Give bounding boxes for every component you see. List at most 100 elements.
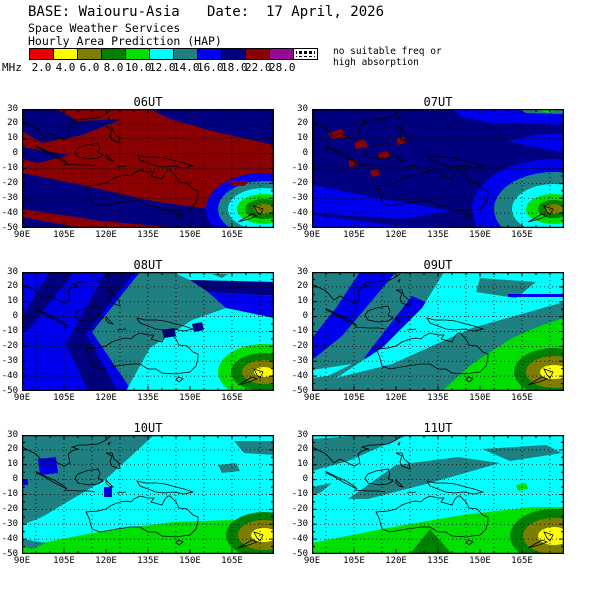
- x-axis-label: 90E: [303, 393, 321, 403]
- map-svg-11ut: [312, 435, 564, 554]
- x-axis-label: 120E: [95, 230, 117, 240]
- coastline: [426, 480, 485, 495]
- legend-cell-16.0: [197, 48, 222, 60]
- x-axis-label: 120E: [385, 393, 407, 403]
- map-svg-07ut: [312, 109, 564, 228]
- freq-contour-ring: [254, 204, 274, 214]
- x-axis-label: 150E: [469, 230, 491, 240]
- x-axis-label: 90E: [13, 230, 31, 240]
- coastline: [237, 539, 259, 549]
- freq-region: [22, 109, 122, 143]
- legend-color-bar: [29, 48, 318, 60]
- x-axis-label: 90E: [13, 393, 31, 403]
- coastline: [395, 153, 405, 162]
- legend-label-4.0: 4.0: [55, 61, 76, 74]
- coastline: [22, 435, 113, 467]
- legend-no-freq-line2: high absorption: [333, 57, 419, 68]
- x-axis-label: 150E: [179, 393, 201, 403]
- coastline: [375, 495, 489, 538]
- coastline: [175, 539, 184, 546]
- y-axis-label: 30: [7, 266, 18, 277]
- coastline: [105, 316, 115, 325]
- freq-region: [312, 507, 564, 554]
- y-axis-label: -30: [291, 355, 308, 366]
- coastline: [395, 452, 411, 470]
- y-axis-label: -20: [1, 177, 18, 188]
- coastline: [74, 305, 104, 323]
- freq-region: [312, 215, 492, 228]
- y-axis-label: 10: [7, 133, 18, 144]
- y-axis-label: 20: [297, 118, 308, 129]
- panel-title-06ut: 06UT: [133, 95, 163, 109]
- coastline: [465, 539, 474, 546]
- x-axis-label: 165E: [221, 393, 243, 403]
- legend-label-18.0: 18.0: [221, 61, 248, 74]
- coastline: [406, 328, 417, 331]
- coastline: [116, 165, 127, 168]
- map-frame: [22, 272, 274, 391]
- x-axis-label: 105E: [343, 556, 365, 566]
- legend-label-16.0: 16.0: [197, 61, 224, 74]
- y-axis-label: -20: [291, 503, 308, 514]
- y-axis-label: -50: [291, 222, 308, 233]
- x-axis-label: 165E: [511, 393, 533, 403]
- x-axis-label: 165E: [511, 556, 533, 566]
- x-axis-label: 120E: [95, 393, 117, 403]
- map-panel-10ut: 10UT 30 20 10 0 -10 -20 -30 -40 -50 90E 105E 120E 135…: [2, 421, 274, 566]
- coastline: [136, 154, 195, 169]
- map-frame: [22, 435, 274, 554]
- x-axis-label: 150E: [179, 556, 201, 566]
- y-axis-label: -50: [1, 548, 18, 559]
- legend-cell-4.0: [53, 48, 78, 60]
- coastline: [397, 441, 401, 446]
- coastline: [375, 332, 489, 375]
- y-axis-label: -10: [291, 489, 308, 499]
- y-axis-label: 10: [7, 296, 18, 307]
- panel-title-11ut: 11UT: [423, 421, 453, 435]
- coastline: [116, 328, 127, 331]
- legend-frequency-labels: 2.0 4.0 6.0 8.0 10.0 12.0 14.0 16.0 18.0 22.0 28.0: [30, 61, 296, 74]
- y-axis-label: 10: [297, 459, 308, 470]
- map-svg-06ut: [22, 109, 274, 228]
- coastline: [116, 491, 127, 494]
- y-axis-label: 20: [7, 444, 18, 455]
- panel-title-08ut: 08UT: [133, 258, 163, 272]
- panel-title-07ut: 07UT: [423, 95, 453, 109]
- coastline: [105, 452, 121, 470]
- map-panel-07ut: 07UT 30 20 10 0 -10 -20 -30 -40 -50 90E 105E 120E 135…: [292, 95, 564, 240]
- x-axis-label: 135E: [427, 556, 449, 566]
- freq-region: [22, 520, 274, 554]
- y-axis-label: -50: [1, 222, 18, 233]
- legend-unit-label: MHz: [2, 61, 22, 74]
- x-axis-label: 105E: [53, 393, 75, 403]
- coastline: [397, 278, 401, 283]
- freq-region: [378, 151, 390, 159]
- freq-region: [396, 137, 406, 145]
- y-axis-label: -30: [291, 518, 308, 529]
- coastline: [105, 153, 115, 162]
- y-axis-label: 0: [12, 148, 18, 159]
- coastline: [395, 479, 405, 488]
- freq-contour-ring: [254, 367, 274, 377]
- freq-region: [22, 209, 182, 228]
- freq-region: [22, 147, 70, 163]
- y-axis-label: -50: [291, 385, 308, 396]
- coastline: [543, 205, 554, 216]
- y-axis-label: -10: [1, 326, 18, 336]
- coastline: [107, 278, 111, 283]
- y-axis-label: -20: [291, 340, 308, 351]
- coastline: [85, 495, 199, 538]
- x-axis-label: 120E: [385, 230, 407, 240]
- freq-region: [348, 457, 500, 499]
- y-axis-label: 30: [297, 266, 308, 277]
- freq-region: [312, 364, 352, 378]
- y-axis-label: -30: [1, 192, 18, 203]
- coastline: [253, 368, 264, 379]
- y-axis-label: 30: [297, 429, 308, 440]
- coastline: [527, 213, 549, 223]
- coastline: [426, 317, 485, 332]
- legend-label-6.0: 6.0: [79, 61, 100, 74]
- coastline: [22, 272, 113, 304]
- y-axis-label: 0: [12, 311, 18, 322]
